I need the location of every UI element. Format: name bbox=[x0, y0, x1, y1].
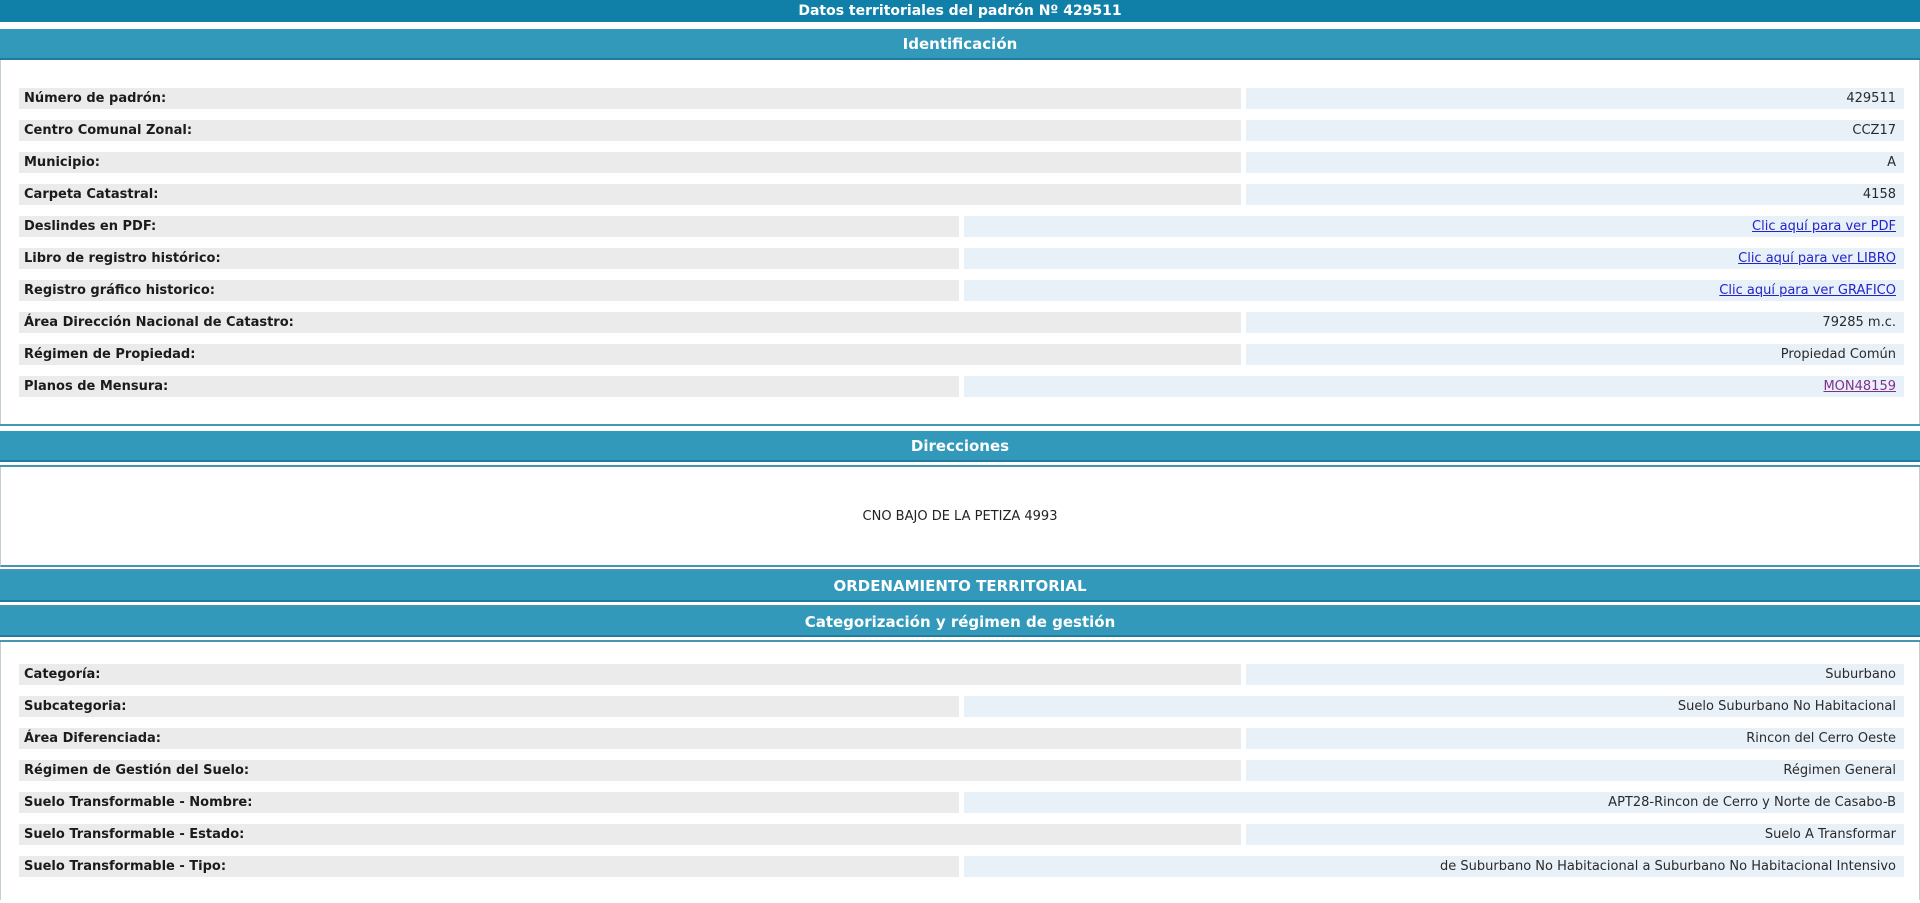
address-text: CNO BAJO DE LA PETIZA 4993 bbox=[862, 508, 1058, 524]
row-label-carpeta-catastral: Carpeta Catastral: bbox=[19, 184, 1241, 205]
row-label-registro-grafico-historico: Registro gráfico historico: bbox=[19, 280, 959, 301]
row-value-suelo-transformable-nombre: APT28-Rincon de Cerro y Norte de Casabo-… bbox=[964, 792, 1904, 813]
table-row: Suelo Transformable - Estado: Suelo A Tr… bbox=[19, 824, 1904, 845]
row-label-area-diferenciada: Área Diferenciada: bbox=[19, 728, 1241, 749]
row-label-numero-de-padron: Número de padrón: bbox=[19, 88, 1241, 109]
row-value-categoria: Suburbano bbox=[1246, 664, 1904, 685]
table-row: Subcategoria: Suelo Suburbano No Habitac… bbox=[19, 696, 1904, 717]
row-label-libro-registro-historico: Libro de registro histórico: bbox=[19, 248, 959, 269]
table-row: Registro gráfico historico: Clic aquí pa… bbox=[19, 280, 1904, 301]
row-value-area-dnc: 79285 m.c. bbox=[1246, 312, 1904, 333]
row-value-libro-registro-historico: Clic aquí para ver LIBRO bbox=[964, 248, 1904, 269]
row-value-planos-mensura: MON48159 bbox=[964, 376, 1904, 397]
section-header-identificacion: Identificación bbox=[0, 29, 1920, 60]
spacer bbox=[0, 22, 1920, 29]
categorizacion-table: Categoría: Suburbano Subcategoria: Suelo… bbox=[0, 642, 1920, 900]
row-value-suelo-transformable-estado: Suelo A Transformar bbox=[1246, 824, 1904, 845]
ver-grafico-link[interactable]: Clic aquí para ver GRAFICO bbox=[1719, 283, 1896, 298]
row-label-suelo-transformable-estado: Suelo Transformable - Estado: bbox=[19, 824, 1241, 845]
table-row: Municipio: A bbox=[19, 152, 1904, 173]
plano-mensura-link[interactable]: MON48159 bbox=[1823, 379, 1896, 394]
table-row: Carpeta Catastral: 4158 bbox=[19, 184, 1904, 205]
divider bbox=[0, 605, 1920, 607]
row-label-subcategoria: Subcategoria: bbox=[19, 696, 959, 717]
row-value-regimen-gestion-suelo: Régimen General bbox=[1246, 760, 1904, 781]
row-label-suelo-transformable-nombre: Suelo Transformable - Nombre: bbox=[19, 792, 959, 813]
table-row: Número de padrón: 429511 bbox=[19, 88, 1904, 109]
table-row: Suelo Transformable - Nombre: APT28-Rinc… bbox=[19, 792, 1904, 813]
row-value-deslindes-pdf: Clic aquí para ver PDF bbox=[964, 216, 1904, 237]
row-label-regimen-propiedad: Régimen de Propiedad: bbox=[19, 344, 1241, 365]
row-label-suelo-transformable-tipo: Suelo Transformable - Tipo: bbox=[19, 856, 959, 877]
row-label-planos-mensura: Planos de Mensura: bbox=[19, 376, 959, 397]
row-value-subcategoria: Suelo Suburbano No Habitacional bbox=[964, 696, 1904, 717]
row-value-suelo-transformable-tipo: de Suburbano No Habitacional a Suburbano… bbox=[964, 856, 1904, 877]
row-value-area-diferenciada: Rincon del Cerro Oeste bbox=[1246, 728, 1904, 749]
table-row: Suelo Transformable - Tipo: de Suburbano… bbox=[19, 856, 1904, 877]
row-value-regimen-propiedad: Propiedad Común bbox=[1246, 344, 1904, 365]
row-value-registro-grafico-historico: Clic aquí para ver GRAFICO bbox=[964, 280, 1904, 301]
identificacion-table: Número de padrón: 429511 Centro Comunal … bbox=[0, 60, 1920, 424]
table-row: Área Dirección Nacional de Catastro: 792… bbox=[19, 312, 1904, 333]
ver-libro-link[interactable]: Clic aquí para ver LIBRO bbox=[1738, 251, 1896, 266]
ver-pdf-link[interactable]: Clic aquí para ver PDF bbox=[1752, 219, 1896, 234]
row-label-deslindes-pdf: Deslindes en PDF: bbox=[19, 216, 959, 237]
divider bbox=[0, 640, 1920, 642]
row-value-centro-comunal-zonal: CCZ17 bbox=[1246, 120, 1904, 141]
section-header-categorizacion: Categorización y régimen de gestión bbox=[0, 607, 1920, 637]
table-row: Categoría: Suburbano bbox=[19, 664, 1904, 685]
row-value-municipio: A bbox=[1246, 152, 1904, 173]
row-label-municipio: Municipio: bbox=[19, 152, 1241, 173]
table-row: Planos de Mensura: MON48159 bbox=[19, 376, 1904, 397]
table-row: Área Diferenciada: Rincon del Cerro Oest… bbox=[19, 728, 1904, 749]
table-row: Deslindes en PDF: Clic aquí para ver PDF bbox=[19, 216, 1904, 237]
row-label-categoria: Categoría: bbox=[19, 664, 1241, 685]
table-row: Centro Comunal Zonal: CCZ17 bbox=[19, 120, 1904, 141]
divider bbox=[0, 465, 1920, 467]
row-value-carpeta-catastral: 4158 bbox=[1246, 184, 1904, 205]
section-header-ordenamiento: ORDENAMIENTO TERRITORIAL bbox=[0, 571, 1920, 602]
table-row: Régimen de Gestión del Suelo: Régimen Ge… bbox=[19, 760, 1904, 781]
section-header-direcciones: Direcciones bbox=[0, 431, 1920, 462]
row-value-numero-de-padron: 429511 bbox=[1246, 88, 1904, 109]
row-label-regimen-gestion-suelo: Régimen de Gestión del Suelo: bbox=[19, 760, 1241, 781]
row-label-area-dnc: Área Dirección Nacional de Catastro: bbox=[19, 312, 1241, 333]
divider bbox=[0, 569, 1920, 571]
page-title: Datos territoriales del padrón Nº 429511 bbox=[0, 0, 1920, 22]
table-row: Libro de registro histórico: Clic aquí p… bbox=[19, 248, 1904, 269]
divider bbox=[0, 424, 1920, 426]
direcciones-content: CNO BAJO DE LA PETIZA 4993 bbox=[0, 467, 1920, 567]
table-row: Régimen de Propiedad: Propiedad Común bbox=[19, 344, 1904, 365]
row-label-centro-comunal-zonal: Centro Comunal Zonal: bbox=[19, 120, 1241, 141]
